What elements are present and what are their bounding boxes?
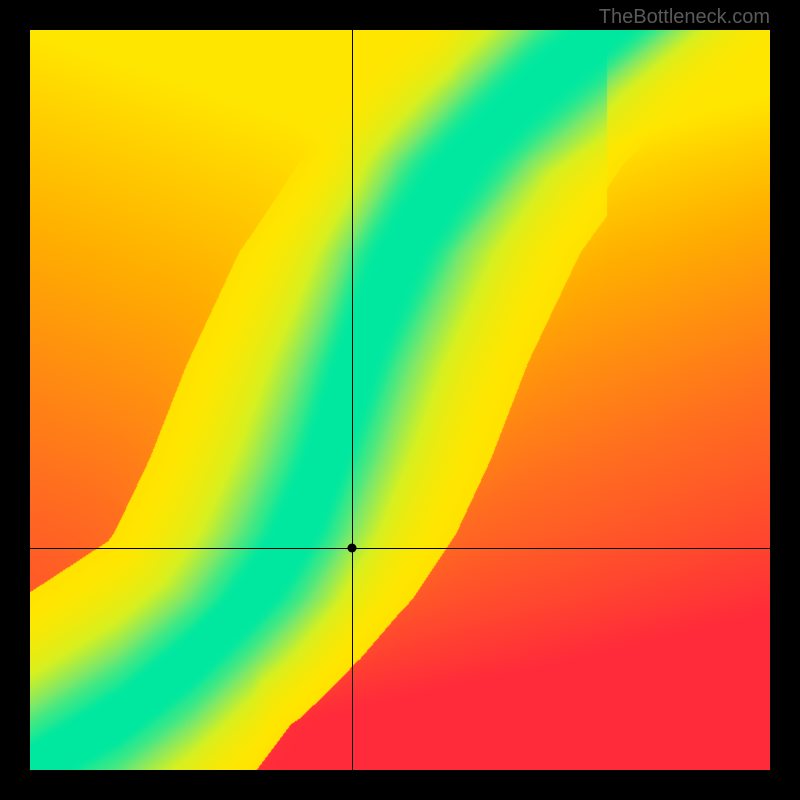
crosshair-vertical — [352, 30, 353, 770]
crosshair-horizontal — [30, 548, 770, 549]
watermark-text: TheBottleneck.com — [599, 6, 770, 29]
marker-dot — [347, 544, 356, 553]
heatmap-plot — [30, 30, 770, 770]
heatmap-canvas — [30, 30, 770, 770]
